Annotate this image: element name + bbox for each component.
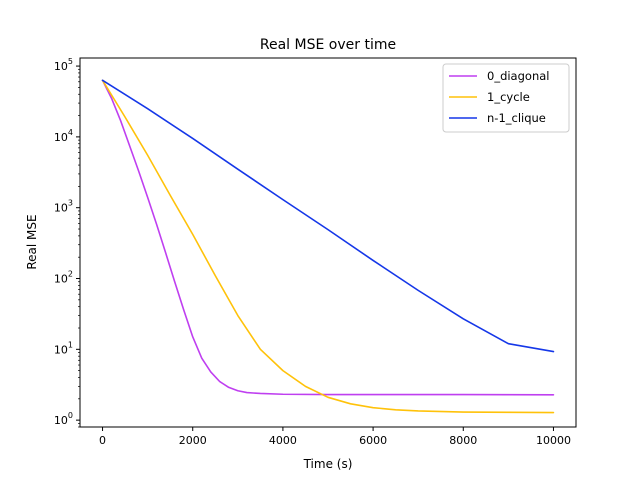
x-tick-label: 4000 [269,434,297,447]
y-tick-exponent: 1 [68,340,73,349]
x-tick-label: 8000 [449,434,477,447]
y-tick-base: 10 [54,131,68,144]
x-axis-ticks: 0 2000 4000 6000 8000 10000 [99,427,571,447]
series-line-0 [101,79,555,396]
x-tick-label: 6000 [359,434,387,447]
y-tick-exponent: 5 [68,57,73,66]
y-tick-label: 103 [54,199,73,215]
y-tick-exponent: 0 [68,411,73,420]
y-tick-label: 102 [54,270,73,286]
legend-label-1: 1_cycle [487,90,530,104]
x-tick-label: 10000 [536,434,571,447]
plot-area-frame [79,57,577,428]
chart-title: Real MSE over time [260,37,396,53]
series-line-2 [101,79,555,353]
legend: 0_diagonal 1_cycle n-1_clique [442,63,570,133]
y-tick-exponent: 3 [68,199,73,208]
y-tick-label: 104 [54,128,73,144]
y-tick-label: 100 [54,411,73,427]
x-axis-label: Time (s) [303,457,353,471]
legend-box [442,63,570,133]
y-tick-base: 10 [54,414,68,427]
y-tick-base: 10 [54,273,68,286]
legend-label-2: n-1_clique [487,111,546,125]
x-tick-label: 2000 [179,434,207,447]
y-tick-label: 105 [54,57,73,73]
plot-lines [101,79,555,414]
y-tick-label: 101 [54,340,73,356]
y-tick-base: 10 [54,60,68,73]
series-line-1 [101,79,555,414]
y-tick-base: 10 [54,202,68,215]
y-axis-label: Real MSE [25,214,39,269]
x-tick-label: 0 [99,434,106,447]
y-tick-exponent: 4 [68,128,73,137]
y-tick-base: 10 [54,343,68,356]
y-tick-exponent: 2 [68,270,73,279]
legend-label-0: 0_diagonal [487,69,549,83]
